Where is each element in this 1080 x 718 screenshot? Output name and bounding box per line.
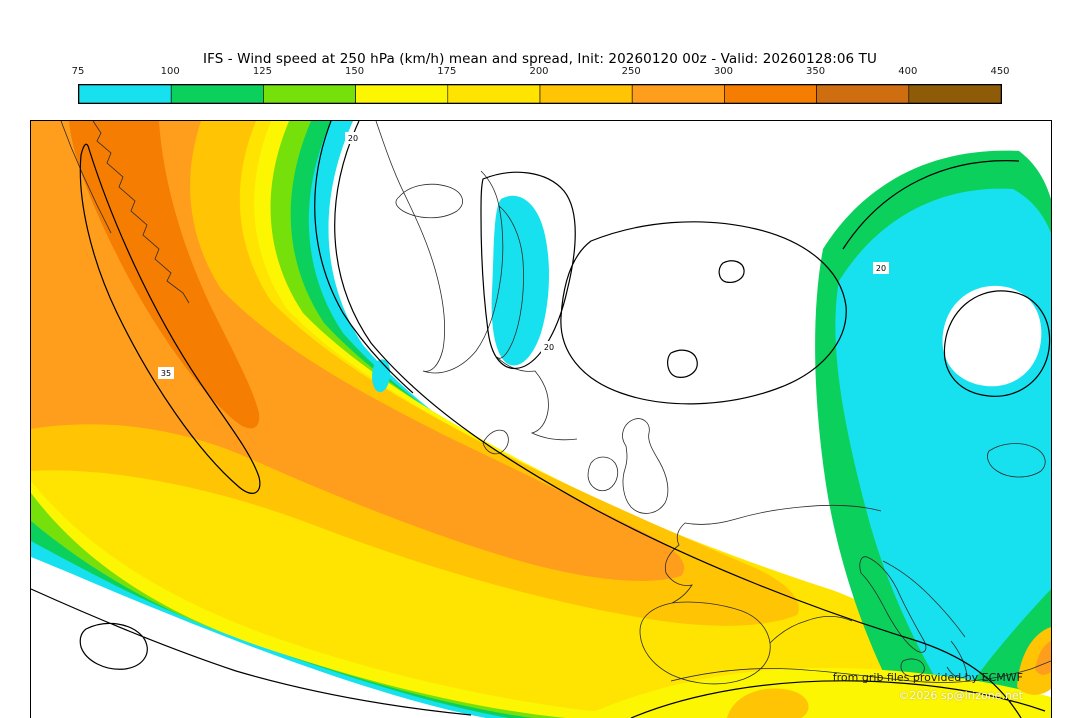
colorbar-segment [447, 85, 541, 103]
east-band-white-hole [942, 285, 1042, 387]
colorbar-segment [170, 85, 264, 103]
colorbar-tick: 450 [990, 66, 1010, 77]
colorbar [78, 84, 1002, 104]
chart-title: IFS - Wind speed at 250 hPa (km/h) mean … [203, 51, 877, 67]
weather-map: 20 35 20 20 [31, 121, 1051, 718]
map-frame: 20 35 20 20 from grib files provided by … [30, 120, 1052, 718]
med-jet-fill-200-250-b [1017, 627, 1051, 695]
med-jet-fill-250-300 [1035, 641, 1051, 675]
colorbar-segment [79, 85, 172, 103]
contour-label: 20 [348, 134, 358, 143]
colorbar-tick: 175 [437, 66, 457, 77]
colorbar-tick: 150 [345, 66, 365, 77]
colorbar-segment [908, 85, 1001, 103]
colorbar-segment [263, 85, 356, 103]
contour-label: 35 [161, 369, 171, 378]
jet-fill-200-250 [31, 121, 799, 626]
colorbar-tick: 125 [252, 66, 272, 77]
credit-ecmwf: from grib files provided by ECMWF [832, 671, 1023, 684]
med-jet-fill-200-250-a [727, 688, 809, 718]
credit-copyright: ©2026 sp@irizone.net [898, 689, 1023, 702]
scandinavia-fill-75-100 [491, 195, 550, 366]
med-jet-fill-150-175 [579, 667, 1051, 718]
contour-label-bg [158, 367, 174, 379]
colorbar-segment [355, 85, 449, 103]
colorbar-segment [631, 85, 725, 103]
colorbar-tick: 350 [806, 66, 826, 77]
coastlines [60, 121, 1051, 685]
contour-label-bg [541, 341, 557, 353]
colorbar-tick: 200 [529, 66, 549, 77]
colorbar-ticks: 75 100 125 150 175 200 250 300 350 400 4… [72, 66, 1010, 80]
colorbar-tick: 400 [898, 66, 918, 77]
contour-label-group: 20 35 20 20 [158, 132, 889, 379]
colorbar-segment [724, 85, 817, 103]
colorbar-segment [539, 85, 633, 103]
norway-coast-fill-75-100 [372, 359, 391, 393]
colorbar-tick: 250 [621, 66, 641, 77]
colorbar-tick: 75 [71, 66, 85, 77]
colorbar-segment [816, 85, 910, 103]
contour-label-bg [345, 132, 361, 144]
contour-label-bg [873, 262, 889, 274]
contour-label: 20 [876, 264, 886, 273]
jet-fill-300-350-core [69, 121, 260, 429]
contour-label: 20 [544, 343, 554, 352]
jet-fill-250-300 [31, 121, 685, 581]
colorbar-tick: 100 [160, 66, 180, 77]
colorbar-tick: 300 [713, 66, 733, 77]
spread-contours [31, 121, 1051, 718]
